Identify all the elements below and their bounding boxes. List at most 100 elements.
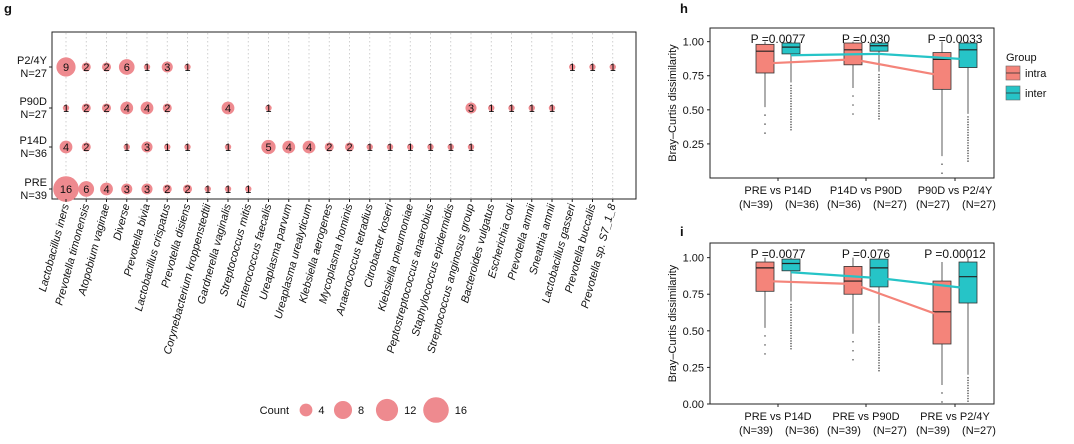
outlier-intra-0-0 bbox=[764, 114, 766, 116]
outlier-inter-1-1 bbox=[878, 76, 880, 79]
outlier-inter-2-5 bbox=[967, 389, 969, 392]
bubble-count-P90D-10: 1 bbox=[265, 103, 271, 115]
bubble-P14D-10 bbox=[261, 139, 276, 155]
bubble-P14D-20 bbox=[467, 143, 475, 151]
legend-label-12: 12 bbox=[404, 405, 416, 417]
bubble-count-P14D-15: 1 bbox=[367, 142, 373, 154]
bubble-P14D-4 bbox=[141, 141, 153, 153]
outlier-inter-2-8 bbox=[967, 397, 969, 400]
n-label-a-h-0: (N=39) bbox=[739, 199, 773, 211]
bubble-P14D-14 bbox=[344, 142, 355, 152]
outlier-inter-1-15 bbox=[878, 112, 880, 115]
outlier-inter-1-2 bbox=[878, 330, 880, 333]
category-label-i-2: PRE vs P2/4Y bbox=[920, 411, 990, 423]
n-label-b-h-2: (N=27) bbox=[962, 199, 996, 211]
y-tick-label-i-0.00: 0.00 bbox=[683, 399, 704, 411]
bubble-count-P14D-8: 1 bbox=[225, 142, 231, 154]
bubble-count-P90D-1: 2 bbox=[83, 103, 89, 115]
panel-letter-h: h bbox=[680, 1, 688, 16]
outlier-intra-2-1 bbox=[941, 401, 943, 403]
outlier-inter-0-7 bbox=[790, 321, 792, 324]
outlier-inter-2-5 bbox=[967, 129, 969, 131]
bubble-count-P14D-0: 4 bbox=[63, 142, 69, 154]
bubble-count-P14D-12: 4 bbox=[306, 142, 312, 154]
panel-letter-i: i bbox=[680, 224, 684, 239]
bubble-count-P90D-21: 1 bbox=[488, 103, 494, 115]
bubble-P90D-24 bbox=[548, 104, 556, 112]
bubble-count-PRE-3: 3 bbox=[124, 184, 130, 196]
legend-bubble-12 bbox=[375, 398, 399, 422]
outlier-inter-0-2 bbox=[790, 308, 792, 311]
bubble-count-P90D-3: 4 bbox=[124, 103, 130, 115]
bubble-P2/4Y-0 bbox=[56, 57, 76, 77]
outlier-inter-0-16 bbox=[790, 345, 792, 347]
mean-line-inter bbox=[790, 52, 969, 61]
bubble-count-P90D-22: 1 bbox=[508, 103, 514, 115]
n-label-a-i-0: (N=39) bbox=[739, 425, 773, 437]
outlier-inter-2-1 bbox=[967, 118, 969, 121]
outlier-inter-0-0 bbox=[790, 303, 792, 306]
box-inter-1 bbox=[869, 42, 889, 52]
y-axis-label-i: Bray–Curtis dissimilarity bbox=[667, 264, 679, 382]
bubble-count-P90D-24: 1 bbox=[549, 103, 555, 115]
bubble-count-P90D-0: 1 bbox=[63, 103, 69, 115]
bubble-count-P2/4Y-1: 2 bbox=[83, 62, 89, 74]
category-label-h-1: P14D vs P90D bbox=[830, 185, 902, 197]
outlier-inter-2-11 bbox=[967, 144, 969, 147]
outlier-inter-2-2 bbox=[967, 382, 969, 384]
outlier-inter-1-10 bbox=[878, 99, 880, 102]
outlier-inter-1-9 bbox=[878, 97, 880, 99]
legend-label-inter: inter bbox=[1025, 88, 1047, 100]
outlier-inter-0-11 bbox=[790, 113, 792, 115]
legend-bubble-8 bbox=[333, 400, 353, 420]
p-value-h-0: P =0.0077 bbox=[751, 32, 806, 46]
bubble-P90D-3 bbox=[120, 101, 134, 115]
outlier-inter-0-7 bbox=[790, 102, 792, 105]
outlier-inter-1-11 bbox=[878, 102, 880, 105]
bubble-P2/4Y-6 bbox=[184, 63, 191, 71]
outlier-inter-0-17 bbox=[790, 128, 792, 131]
outlier-inter-0-3 bbox=[790, 311, 792, 314]
bubble-count-PRE-9: 1 bbox=[245, 184, 251, 196]
outlier-intra-1-2 bbox=[852, 113, 854, 115]
plot-frame-i bbox=[709, 242, 995, 405]
bubble-count-P90D-20: 3 bbox=[468, 103, 474, 115]
outlier-inter-1-12 bbox=[878, 356, 880, 359]
box-inter-0 bbox=[781, 42, 801, 55]
legend-label-intra: intra bbox=[1025, 68, 1047, 80]
outlier-inter-1-14 bbox=[878, 362, 880, 364]
bubble-count-P14D-18: 1 bbox=[427, 142, 433, 154]
n-label-a-i-1: (N=39) bbox=[827, 425, 861, 437]
boxplot-panel-h: h 0.25 0.50 0.75 1.00 Bray–Curtis dissimilari… bbox=[667, 1, 1047, 211]
boxplot-panel-i: i 0.00 0.25 0.50 0.75 1.00 Bray–Curtis dissimi… bbox=[667, 224, 996, 437]
bubble-PRE-8 bbox=[224, 185, 232, 193]
row-label-P14D: P14D bbox=[19, 135, 47, 147]
bubble-P90D-0 bbox=[62, 104, 70, 112]
row-n-P14D: N=36 bbox=[20, 148, 47, 160]
outlier-inter-0-15 bbox=[790, 342, 792, 345]
row-n-P90D: N=27 bbox=[20, 109, 47, 121]
outlier-inter-2-3 bbox=[967, 123, 969, 126]
outlier-inter-1-6 bbox=[878, 341, 880, 343]
bubble-count-P2/4Y-5: 3 bbox=[164, 62, 170, 74]
outlier-inter-1-8 bbox=[878, 94, 880, 97]
outlier-inter-0-14 bbox=[790, 340, 792, 342]
outlier-inter-2-8 bbox=[967, 136, 969, 139]
outlier-inter-1-14 bbox=[878, 110, 880, 112]
mean-line-inter bbox=[790, 271, 969, 290]
outlier-inter-1-1 bbox=[878, 328, 880, 330]
bubble-count-PRE-6: 2 bbox=[184, 184, 190, 196]
outlier-inter-0-12 bbox=[790, 115, 792, 118]
outlier-inter-2-16 bbox=[967, 157, 969, 160]
legend-bubble-4 bbox=[299, 403, 313, 417]
p-value-i-1: P =0.076 bbox=[842, 247, 890, 261]
y-tick-label-i-1.00: 1.00 bbox=[683, 253, 704, 265]
n-label-a-i-2: (N=39) bbox=[916, 425, 950, 437]
outlier-inter-0-1 bbox=[790, 306, 792, 308]
outlier-inter-2-17 bbox=[967, 160, 969, 162]
outlier-inter-0-8 bbox=[790, 105, 792, 108]
outlier-inter-2-14 bbox=[967, 152, 969, 155]
outlier-inter-2-4 bbox=[967, 126, 969, 129]
bubble-PRE-3 bbox=[121, 183, 133, 195]
